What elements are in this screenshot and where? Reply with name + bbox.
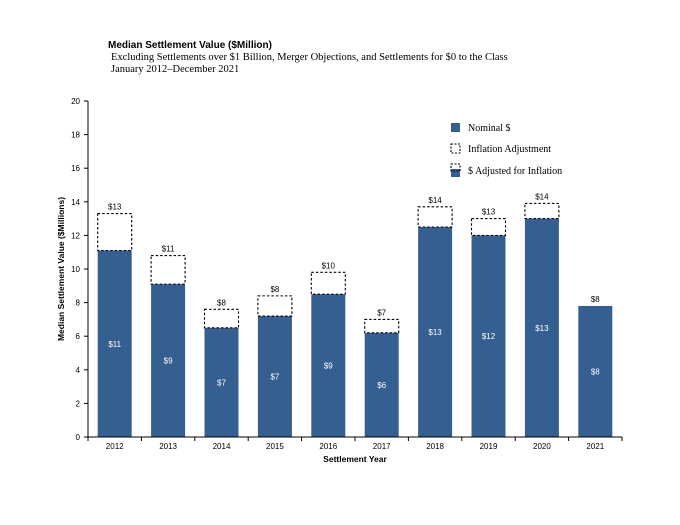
bar-nominal-2019: [471, 235, 506, 437]
bar-nominal-2013: [151, 284, 186, 437]
x-tick-label: 2014: [213, 442, 231, 451]
bar-nominal-2015: [257, 316, 292, 437]
x-tick-label: 2021: [586, 442, 604, 451]
x-tick-label: 2015: [266, 442, 284, 451]
x-tick-label: 2017: [373, 442, 391, 451]
legend-swatch-adjusted-dashed: [450, 163, 461, 172]
bar-inflation-adjustment-2012: [97, 213, 133, 252]
bar-inflation-adjustment-2015: [257, 295, 293, 317]
bar-inflation-adjustment-2016: [310, 271, 346, 295]
y-tick-label: 14: [71, 198, 80, 207]
data-label-adjusted: $11: [162, 245, 175, 254]
bar-inflation-adjustment-2019: [470, 218, 507, 236]
chart-title-block: Median Settlement Value ($Million) Exclu…: [108, 40, 508, 76]
data-label-adjusted: $8: [270, 285, 279, 294]
data-label-adjusted: $13: [482, 208, 496, 217]
data-label-adjusted: $7: [377, 308, 386, 317]
legend-swatch-adjusted-solid: [451, 169, 460, 177]
y-tick-label: 18: [71, 131, 80, 140]
chart-subtitle: Excluding Settlements over $1 Billion, M…: [111, 52, 508, 63]
data-label-nominal: $6: [377, 381, 386, 390]
data-label-nominal: $7: [217, 378, 226, 387]
y-tick-label: 16: [71, 164, 80, 173]
data-label-adjusted: $8: [591, 295, 600, 304]
y-axis-label: Median Settlement Value ($Millions): [56, 197, 66, 341]
data-label-adjusted: $10: [322, 261, 336, 270]
data-label-nominal: $9: [324, 362, 333, 371]
bar-inflation-adjustment-2018: [417, 206, 453, 228]
bar-nominal-2020: [524, 218, 559, 437]
x-tick-label: 2019: [480, 442, 498, 451]
y-tick-label: 10: [71, 265, 80, 274]
y-tick-label: 6: [76, 332, 81, 341]
y-tick-label: 20: [71, 97, 80, 106]
data-label-adjusted: $13: [108, 203, 122, 212]
data-label-adjusted: $8: [217, 298, 226, 307]
x-axis-label: Settlement Year: [323, 454, 387, 464]
bar-nominal-2016: [311, 294, 346, 437]
bar-nominal-2018: [418, 227, 453, 437]
bar-nominal-2014: [204, 327, 239, 437]
data-label-nominal: $11: [108, 340, 121, 349]
x-tick-label: 2013: [159, 442, 177, 451]
y-tick-label: 8: [76, 299, 81, 308]
x-tick-label: 2012: [106, 442, 124, 451]
chart-period: January 2012–December 2021: [111, 64, 240, 75]
legend-label-inflation: Inflation Adjustment: [468, 144, 551, 155]
x-tick-label: 2018: [426, 442, 444, 451]
y-tick-label: 0: [76, 433, 81, 442]
y-tick-label: 4: [76, 366, 81, 375]
x-tick-label: 2020: [533, 442, 551, 451]
legend-swatch-inflation: [450, 143, 461, 154]
bar-inflation-adjustment-2014: [203, 308, 240, 329]
bar-inflation-adjustment-2020: [524, 202, 560, 220]
legend-swatch-nominal: [451, 123, 460, 132]
bar-nominal-2021: [578, 305, 613, 437]
bar-nominal-2012: [97, 250, 132, 437]
bar-nominal-2017: [364, 332, 399, 437]
data-label-adjusted: $14: [428, 196, 442, 205]
bar-inflation-adjustment-2017: [364, 318, 400, 334]
x-tick-label: 2016: [319, 442, 337, 451]
y-tick-label: 2: [76, 399, 81, 408]
data-label-nominal: $12: [482, 332, 496, 341]
data-label-nominal: $13: [428, 328, 442, 337]
y-tick-label: 12: [71, 231, 80, 240]
data-label-nominal: $7: [270, 373, 279, 382]
data-label-nominal: $13: [535, 324, 549, 333]
data-label-nominal: $8: [591, 367, 600, 376]
chart-title: Median Settlement Value ($Million): [108, 40, 272, 51]
legend-label-adjusted: $ Adjusted for Inflation: [468, 166, 562, 177]
bar-inflation-adjustment-2013: [150, 255, 186, 285]
data-label-adjusted: $14: [535, 192, 549, 201]
legend-label-nominal: Nominal $: [468, 123, 511, 134]
data-label-nominal: $9: [164, 357, 173, 366]
